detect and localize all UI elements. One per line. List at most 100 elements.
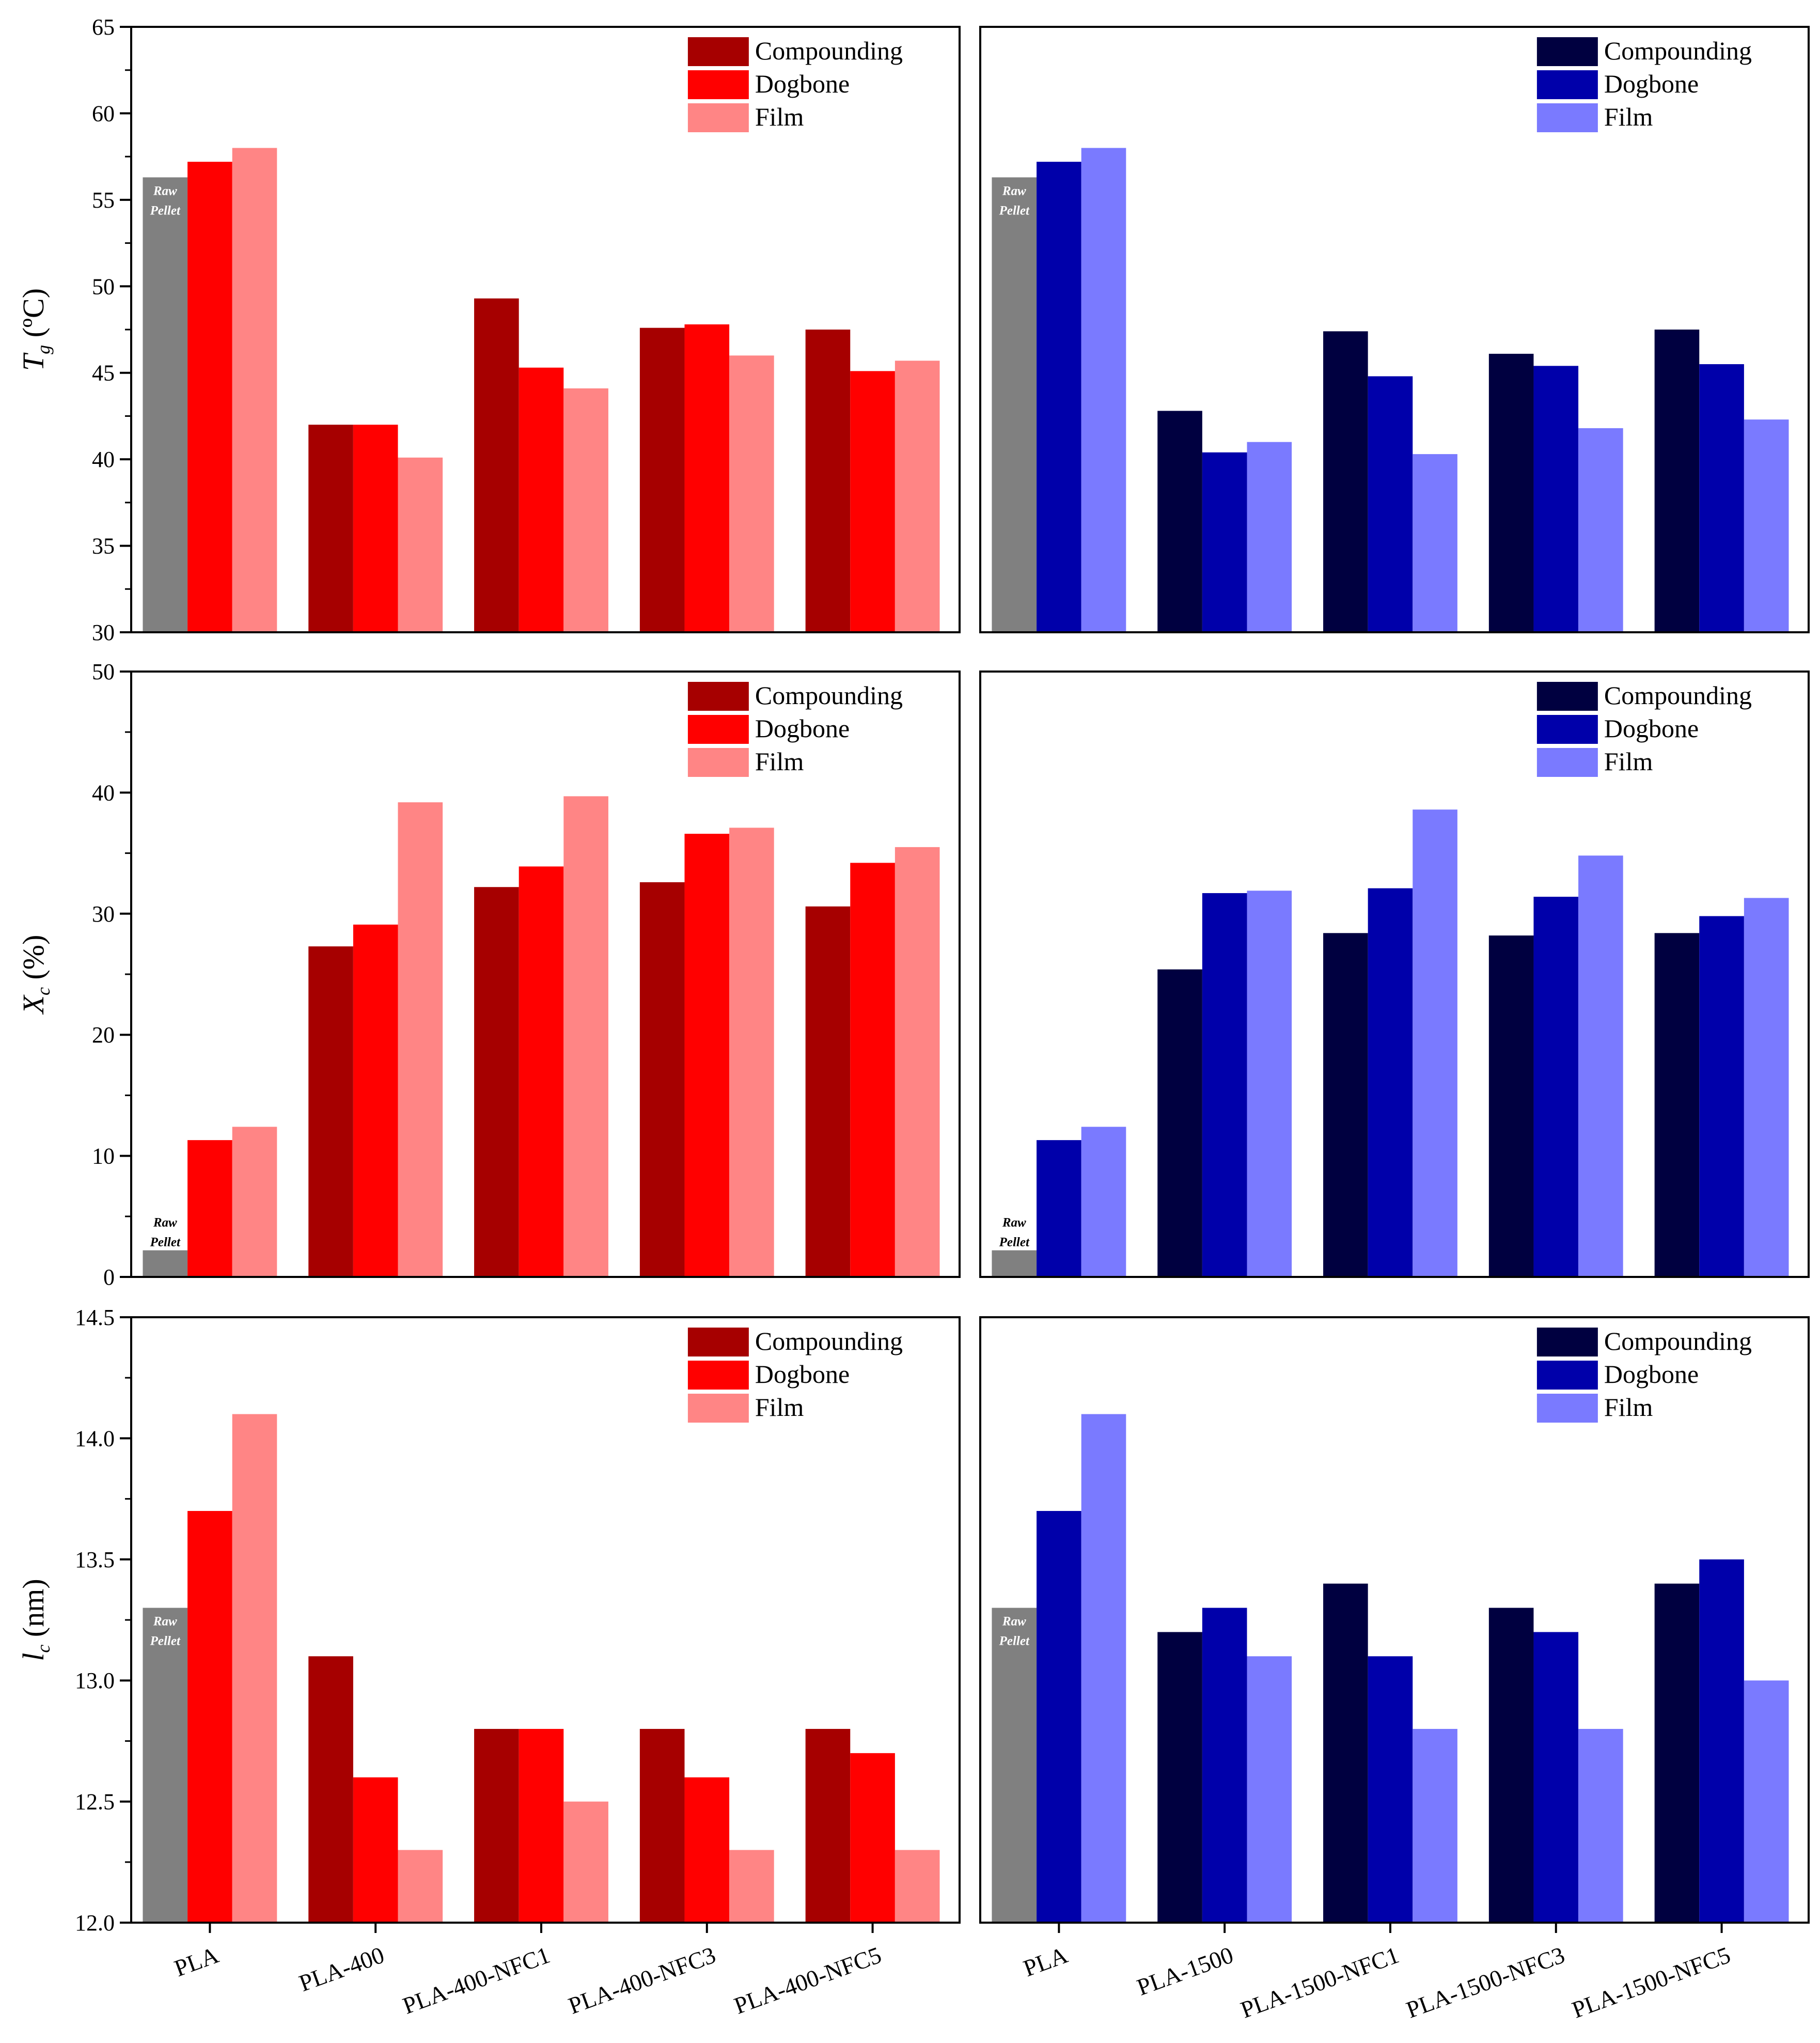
- legend-swatch-film: [687, 748, 749, 777]
- x-category-label: PLA-1500-NFC5: [1568, 1941, 1734, 2023]
- raw-pellet-annotation: Pellet: [999, 1634, 1030, 1648]
- bar-dogbone-pla-1500-nfc5: [1699, 916, 1744, 1277]
- raw-pellet-annotation: Raw: [153, 1615, 177, 1629]
- bar-film-pla: [232, 1414, 277, 1923]
- raw-pellet-annotation: Pellet: [150, 204, 181, 217]
- bar-dogbone-pla-1500-nfc1: [1368, 888, 1413, 1277]
- bar-film-pla-400-nfc1: [563, 388, 608, 632]
- bar-compounding-pla-400: [308, 425, 353, 632]
- bar-dogbone-pla-1500: [1202, 1608, 1247, 1923]
- y-tick-label: 20: [92, 1022, 115, 1048]
- bar-compounding-pla-1500: [1157, 411, 1202, 632]
- bar-dogbone-pla: [1037, 1140, 1081, 1277]
- plot-frame: [979, 1316, 1810, 1924]
- y-tick-label: 65: [92, 14, 115, 40]
- legend-label-film: Film: [1604, 102, 1653, 131]
- bar-dogbone-pla: [187, 1511, 232, 1923]
- bar-dogbone-pla-1500-nfc3: [1533, 1632, 1579, 1923]
- bar-compounding-pla-1500-nfc3: [1488, 1608, 1534, 1923]
- bar-compounding-pla-1500-nfc1: [1323, 331, 1368, 632]
- bar-compounding-pla-400-nfc3: [639, 882, 685, 1277]
- raw-pellet-annotation: Raw: [153, 184, 177, 198]
- legend-label-dogbone: Dogbone: [755, 69, 850, 98]
- bar-film-pla: [1081, 1127, 1126, 1277]
- bar-dogbone-pla-1500: [1202, 893, 1247, 1277]
- bar-film-pla-400-nfc5: [895, 1850, 940, 1923]
- bar-compounding-pla: [992, 177, 1037, 633]
- legend-swatch-film: [1536, 103, 1598, 132]
- bar-film-pla-1500: [1247, 891, 1292, 1277]
- legend-label-dogbone: Dogbone: [755, 714, 850, 743]
- bar-dogbone-pla-400: [353, 425, 398, 632]
- y-axis-label-subscript: c: [33, 987, 54, 995]
- legend-swatch-compounding: [1536, 1328, 1598, 1356]
- bar-film-pla-1500: [1247, 442, 1292, 632]
- y-axis-label-unit: (ºC): [17, 288, 50, 345]
- x-category-label: PLA-400-NFC3: [565, 1941, 719, 2019]
- y-tick-label: 12.5: [75, 1789, 115, 1815]
- bar-dogbone-pla: [187, 1140, 232, 1277]
- legend-label-compounding: Compounding: [755, 681, 903, 710]
- x-category-label: PLA: [1020, 1941, 1071, 1982]
- y-axis-label: Xc (%): [17, 935, 54, 1015]
- bar-film-pla-1500-nfc5: [1744, 1680, 1789, 1923]
- panel-top-left: Raw Pellet 30 35 40 45 50 55 60 65 Tg (ºC) Compound…: [17, 14, 961, 645]
- y-tick-label: 35: [92, 534, 115, 559]
- raw-pellet-annotation: Raw: [153, 1215, 177, 1229]
- panel-bottom-left: Raw Pellet 12.0 12.5 13.0 13.5 14.0 14.5 lc (nm)…: [17, 1305, 961, 2019]
- bar-dogbone-pla: [1037, 162, 1081, 632]
- y-tick-label: 13.0: [75, 1668, 115, 1693]
- bar-compounding-pla: [143, 177, 188, 633]
- bar-compounding-pla-1500-nfc1: [1323, 933, 1368, 1277]
- legend-swatch-film: [687, 1394, 749, 1423]
- y-tick-label: 14.5: [75, 1305, 115, 1330]
- y-axis-label-symbol: l: [17, 1653, 50, 1661]
- bar-compounding-pla-400-nfc5: [805, 1728, 851, 1923]
- legend-label-dogbone: Dogbone: [1604, 1360, 1699, 1389]
- bar-dogbone-pla-400-nfc1: [519, 367, 564, 632]
- plot-frame: [979, 26, 1810, 633]
- y-tick-label: 50: [92, 659, 115, 684]
- bar-compounding-pla-1500-nfc5: [1654, 933, 1700, 1277]
- bar-film-pla-1500-nfc5: [1744, 419, 1789, 632]
- legend-swatch-film: [1536, 748, 1598, 777]
- bar-compounding-pla-1500: [1157, 1632, 1202, 1923]
- legend-label-compounding: Compounding: [1604, 681, 1752, 710]
- raw-pellet-annotation: Pellet: [999, 1235, 1030, 1249]
- bar-dogbone-pla-400-nfc5: [850, 863, 895, 1277]
- bar-film-pla-1500-nfc3: [1578, 855, 1623, 1277]
- bar-dogbone-pla-1500-nfc5: [1699, 1559, 1744, 1923]
- bar-compounding-pla-1500-nfc5: [1654, 1583, 1700, 1923]
- bar-compounding-pla-1500-nfc3: [1488, 935, 1534, 1277]
- legend-label-compounding: Compounding: [1604, 36, 1752, 65]
- bar-film-pla-1500-nfc1: [1413, 1728, 1457, 1923]
- bar-compounding-pla-1500-nfc1: [1323, 1583, 1368, 1923]
- panel-top-right: Raw Pellet Compounding Dogbone Film: [979, 26, 1810, 633]
- panel-middle-left: Raw Pellet 0 10 20 30 40 50 Xc (%) Compounding Dog…: [17, 659, 961, 1290]
- raw-pellet-annotation: Raw: [1002, 1215, 1026, 1229]
- bar-compounding-pla-400-nfc3: [639, 1728, 685, 1923]
- y-axis-label-unit: (nm): [17, 1579, 50, 1644]
- bar-dogbone-pla: [187, 162, 232, 632]
- bar-dogbone-pla-400-nfc3: [684, 834, 730, 1277]
- y-tick-label: 60: [92, 101, 115, 126]
- bar-compounding-pla-1500: [1157, 969, 1202, 1277]
- bar-compounding-pla: [992, 1608, 1037, 1923]
- bar-dogbone-pla-1500-nfc3: [1533, 896, 1579, 1277]
- bar-film-pla-400-nfc1: [563, 796, 608, 1277]
- x-category-label: PLA: [171, 1941, 222, 1982]
- bar-dogbone-pla-400-nfc1: [519, 1728, 564, 1923]
- bar-compounding-pla: [992, 1250, 1037, 1277]
- bar-compounding-pla: [143, 1250, 188, 1277]
- bar-compounding-pla-1500-nfc3: [1488, 353, 1534, 632]
- bar-film-pla-1500-nfc3: [1578, 1728, 1623, 1923]
- legend-swatch-compounding: [687, 1328, 749, 1356]
- bar-film-pla-1500-nfc1: [1413, 454, 1457, 632]
- legend-label-film: Film: [1604, 1393, 1653, 1422]
- legend-swatch-dogbone: [687, 1361, 749, 1390]
- bar-dogbone-pla-400-nfc5: [850, 1753, 895, 1923]
- y-tick-label: 12.0: [75, 1910, 115, 1936]
- legend-swatch-film: [687, 103, 749, 132]
- bar-film-pla-400-nfc3: [729, 1850, 774, 1923]
- legend-label-compounding: Compounding: [1604, 1327, 1752, 1355]
